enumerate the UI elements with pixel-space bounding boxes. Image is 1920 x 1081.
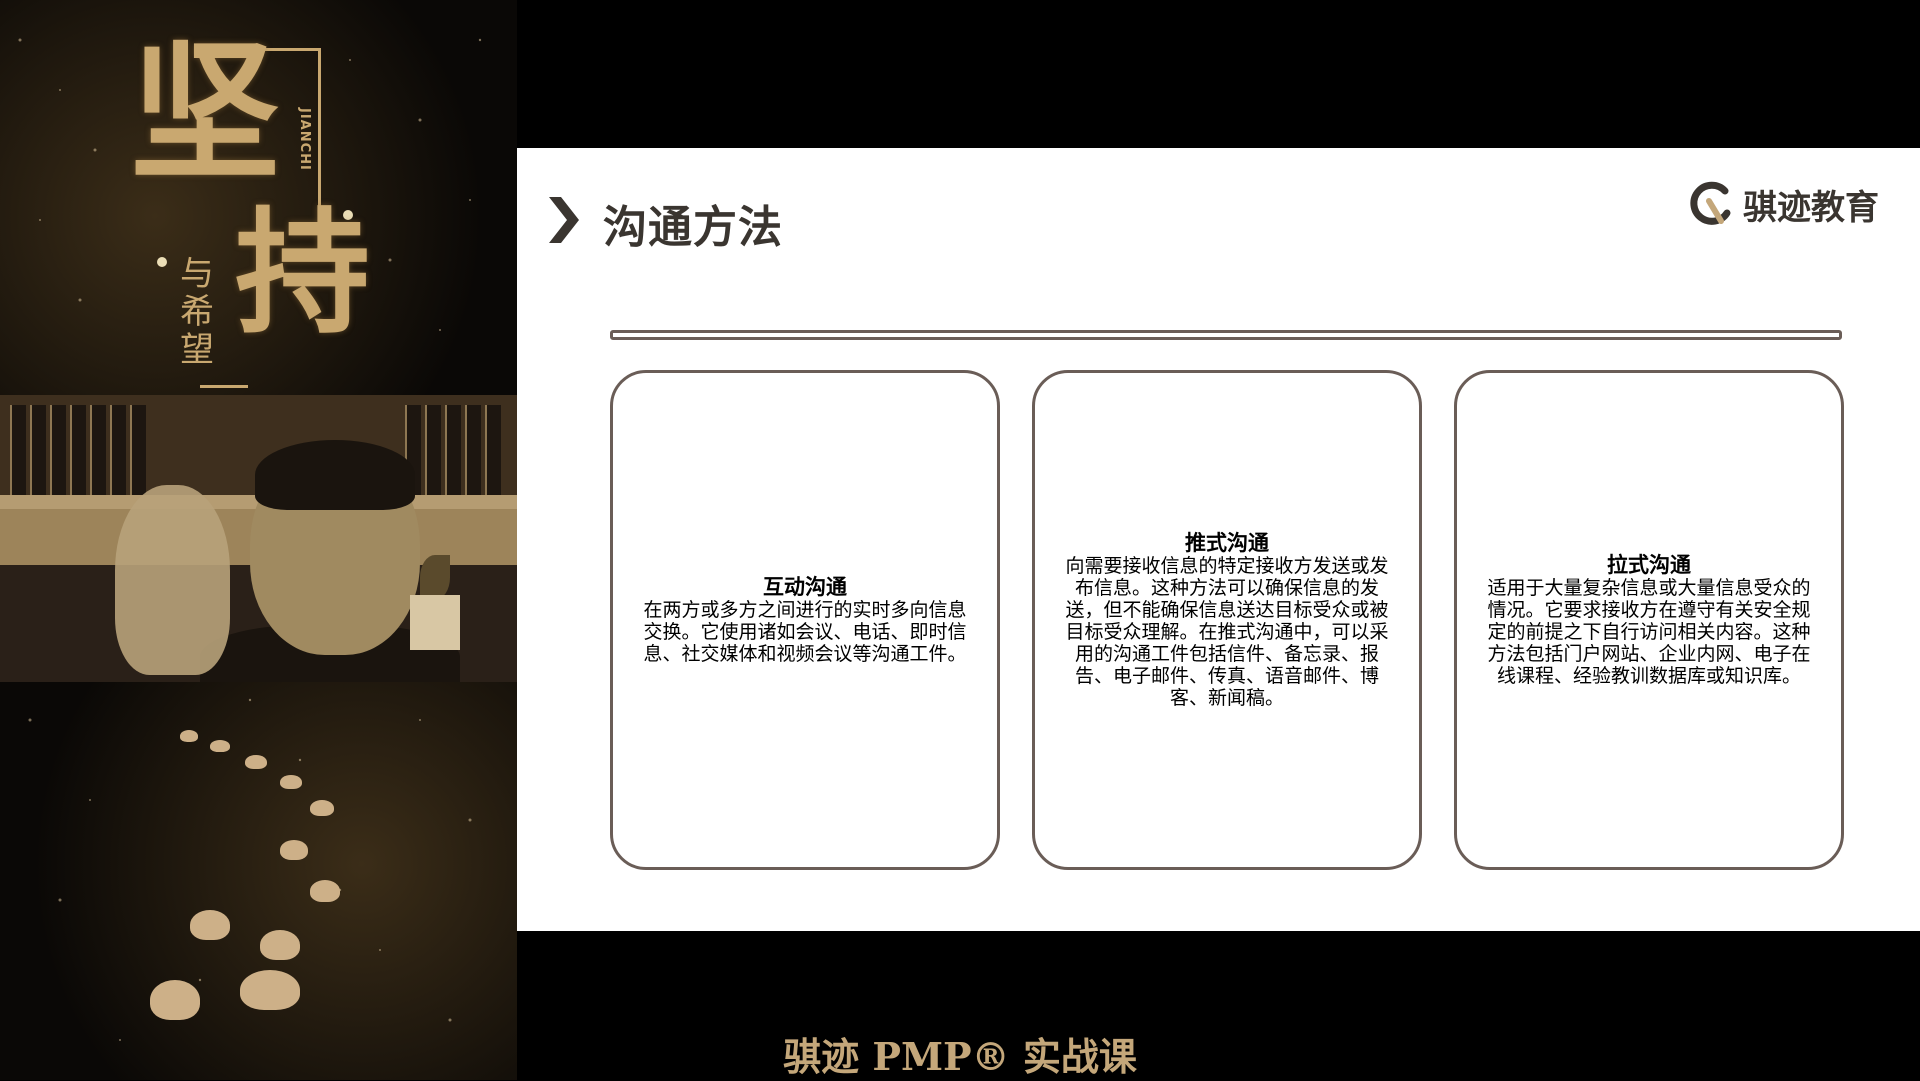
slide-title: 沟通方法 bbox=[603, 202, 783, 253]
section-divider bbox=[610, 330, 1842, 340]
poster-calligraphy-char: 持 bbox=[235, 193, 370, 352]
poster-pinyin: JIANCHI bbox=[297, 108, 312, 171]
poster-panel: 坚 持 与希望 JIANCHI bbox=[0, 0, 517, 1080]
poster-calligraphy-char: 坚 bbox=[130, 25, 281, 201]
brand-logo: 骐迹教育 bbox=[1687, 174, 1879, 234]
card-title: 互动沟通 bbox=[763, 575, 847, 599]
poster-frame-line bbox=[245, 48, 321, 51]
logo-text: 骐迹教育 bbox=[1743, 187, 1879, 228]
method-card-pull: 拉式沟通 适用于大量复杂信息或大量信息受众的情况。它要求接收方在遵守有关安全规定… bbox=[1454, 370, 1844, 870]
chevron-right-icon bbox=[549, 197, 579, 243]
poster-subtitle: 与希望 bbox=[180, 254, 214, 370]
starfield-decoration bbox=[18, 38, 482, 1041]
method-card-interactive: 互动沟通 在两方或多方之间进行的实时多向信息交换。它使用诸如会议、电话、即时信息… bbox=[610, 370, 1000, 870]
presenter-hair bbox=[255, 440, 415, 510]
poster-frame-line bbox=[318, 48, 321, 208]
plant bbox=[420, 555, 450, 600]
card-body: 在两方或多方之间进行的实时多向信息交换。它使用诸如会议、电话、即时信息、社交媒体… bbox=[643, 599, 967, 665]
webcam-feed bbox=[0, 395, 517, 682]
card-body: 向需要接收信息的特定接收方发送或发布信息。这种方法可以确保信息的发送，但不能确保… bbox=[1065, 555, 1389, 709]
card-title: 拉式沟通 bbox=[1607, 553, 1691, 577]
plant-pot bbox=[410, 595, 460, 650]
course-caption: 骐迹 PMP® 实战课 bbox=[783, 1034, 1137, 1079]
presentation-slide: 沟通方法 骐迹教育 互动沟通 在两方或多方之间进行的实时多向信息交换。它使用诸如… bbox=[517, 148, 1920, 931]
presenter-hand bbox=[115, 485, 230, 675]
method-card-push: 推式沟通 向需要接收信息的特定接收方发送或发布信息。这种方法可以确保信息的发送，… bbox=[1032, 370, 1422, 870]
card-body: 适用于大量复杂信息或大量信息受众的情况。它要求接收方在遵守有关安全规定的前提之下… bbox=[1487, 577, 1811, 687]
logo-mark-icon bbox=[1690, 181, 1731, 225]
footprints-decoration bbox=[130, 730, 390, 1030]
card-title: 推式沟通 bbox=[1185, 531, 1269, 555]
poster-frame-line bbox=[200, 385, 248, 388]
